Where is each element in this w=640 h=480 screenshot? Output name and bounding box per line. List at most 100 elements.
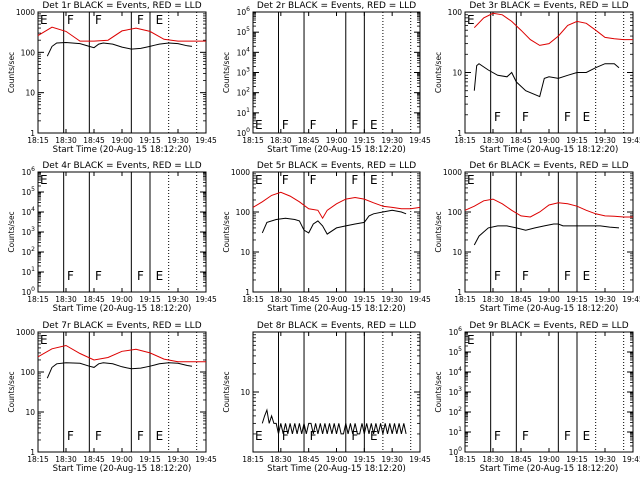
lld-series [37,26,206,42]
marker-f: F [564,429,571,443]
x-tick-label: 18:45 [83,455,105,464]
marker-e: E [583,269,591,283]
chart-panel-4: Det 4r BLACK = Events, RED = LLD 18:15 18:… [7,161,217,314]
x-axis-label: Start Time (20-Aug-15 18:12:20) [480,464,619,474]
x-tick-label: 18:45 [510,295,532,304]
x-tick-label: 18:30 [482,295,504,304]
lld-series [37,344,206,363]
marker-f: F [310,173,317,187]
marker-e: E [40,13,48,27]
y-tick-label: 1000 [231,168,250,177]
x-tick-label: 19:00 [326,136,348,145]
marker-e: E [370,173,378,187]
y-axis-label: Counts/sec [7,211,16,252]
y-tick-label: 101 [449,426,463,437]
x-tick-label: 19:00 [538,295,560,304]
x-tick-label: 19:15 [354,455,376,464]
x-tick-label: 19:45 [622,295,640,304]
y-tick-label: 100 [449,446,463,457]
marker-e: E [156,269,164,283]
x-tick-label: 19:30 [167,455,189,464]
x-tick-label: 19:00 [111,455,133,464]
x-axis-label: Start Time (20-Aug-15 18:12:20) [53,464,192,474]
marker-f: F [282,173,289,187]
x-tick-label: 19:00 [326,455,348,464]
x-tick-label: 19:45 [195,136,217,145]
x-tick-label: 18:30 [270,136,292,145]
y-tick-label: 100 [237,127,251,138]
y-tick-label: 106 [237,6,251,17]
x-tick-label: 19:15 [566,136,588,145]
x-tick-label: 19:30 [381,455,403,464]
marker-f: F [564,269,571,283]
y-tick-label: 103 [22,226,36,237]
events-series [46,41,193,57]
y-axis-label: Counts/sec [7,52,16,93]
y-tick-label: 10 [240,388,250,397]
y-tick-label: 104 [22,206,36,217]
x-tick-label: 19:15 [566,295,588,304]
chart-panel-7: Det 7r BLACK = Events, RED = LLD 18:15 18:… [7,321,217,474]
x-tick-label: 19:30 [381,295,403,304]
x-axis-label: Start Time (20-Aug-15 18:12:20) [480,145,619,155]
marker-e: E [255,429,263,443]
x-tick-label: 18:30 [482,455,504,464]
x-tick-label: 18:15 [27,295,49,304]
marker-e: E [467,173,475,187]
x-tick-label: 19:45 [622,455,640,464]
x-tick-label: 19:30 [381,136,403,145]
marker-f: F [522,269,529,283]
marker-e: E [467,333,475,347]
x-tick-label: 18:15 [242,295,264,304]
y-tick-label: 105 [449,346,463,357]
events-series [473,223,620,246]
y-tick-label: 105 [22,186,36,197]
chart-panel-6: Det 6r BLACK = Events, RED = LLD 18:15 18:… [434,161,640,314]
marker-f: F [564,110,571,124]
y-tick-label: 100 [448,208,463,217]
x-tick-label: 19:00 [111,295,133,304]
y-tick-label: 104 [237,46,251,57]
x-tick-label: 19:00 [326,295,348,304]
y-tick-label: 100 [21,48,36,57]
x-tick-label: 19:15 [354,136,376,145]
x-tick-label: 18:15 [27,455,49,464]
lld-series [252,191,421,220]
marker-e: E [370,429,378,443]
marker-f: F [310,118,317,132]
y-tick-label: 100 [448,8,463,17]
chart-panel-2: Det 2r BLACK = Events, RED = LLD 18:15 18:… [222,1,431,155]
y-tick-label: 1000 [16,8,35,17]
chart-title: Det 8r BLACK = Events, RED = LLD [257,321,416,331]
x-axis-label: Start Time (20-Aug-15 18:12:20) [53,145,192,155]
y-tick-label: 100 [236,208,251,217]
marker-e: E [467,13,475,27]
x-tick-label: 19:30 [594,295,616,304]
x-tick-label: 19:15 [139,455,161,464]
events-series [261,209,407,235]
x-tick-label: 18:15 [454,455,476,464]
y-tick-label: 102 [237,87,251,98]
chart-title: Det 4r BLACK = Events, RED = LLD [42,161,201,171]
marker-e: E [583,429,591,443]
chart-panel-1: Det 1r BLACK = Events, RED = LLD 18:15 18:… [7,1,217,155]
marker-e: E [255,118,263,132]
marker-f: F [351,118,358,132]
marker-f: F [522,429,529,443]
y-tick-label: 10 [240,248,250,257]
x-tick-label: 19:15 [354,295,376,304]
chart-panel-9: Det 9r BLACK = Events, RED = LLD 18:15 18:… [434,321,640,474]
x-tick-label: 19:00 [538,455,560,464]
x-tick-label: 18:15 [454,136,476,145]
chart-title: Det 1r BLACK = Events, RED = LLD [42,1,201,11]
x-tick-label: 18:30 [270,295,292,304]
marker-f: F [95,429,102,443]
x-axis-label: Start Time (20-Aug-15 18:12:20) [267,145,406,155]
y-axis-label: Counts/sec [434,211,443,252]
x-tick-label: 18:15 [454,295,476,304]
x-tick-label: 19:45 [622,136,640,145]
marker-e: E [156,429,164,443]
chart-title: Det 6r BLACK = Events, RED = LLD [469,161,628,171]
x-tick-label: 19:30 [594,455,616,464]
x-tick-label: 19:00 [538,136,560,145]
